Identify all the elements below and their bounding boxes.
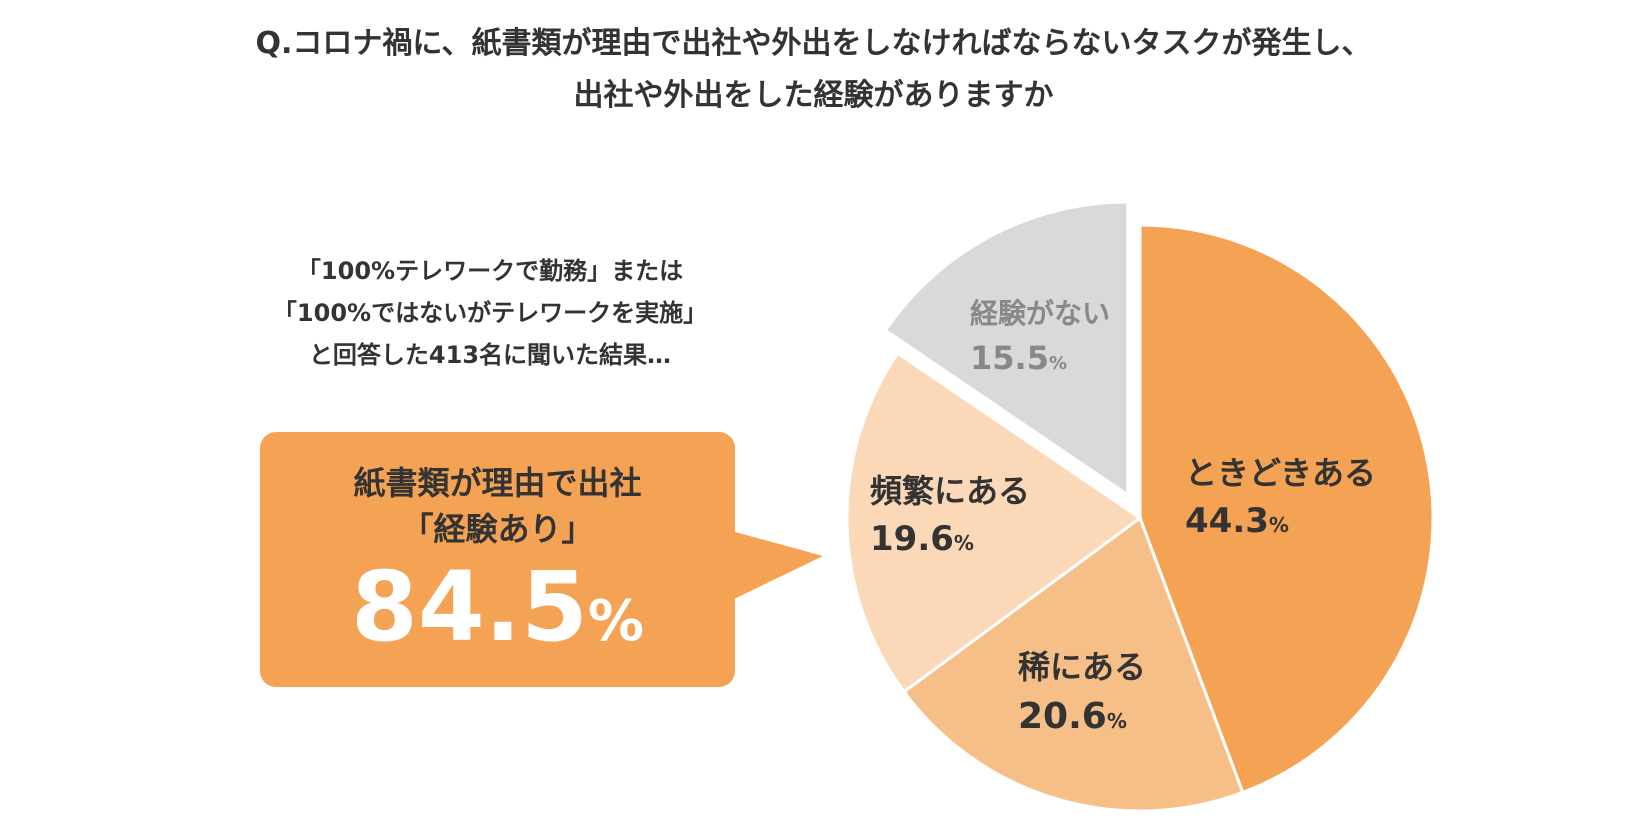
slice-label-1: ときどきある	[1185, 454, 1376, 492]
pie-slice-4	[883, 200, 1130, 498]
slice-unit-4: %	[1049, 353, 1067, 374]
title-line-2: 出社や外出をした経験がありますか	[573, 78, 1054, 113]
chart-title: Q.コロナ禍に、紙書類が理由で出社や外出をしなければならないタスクが発生し、 出…	[0, 18, 1627, 122]
note-line-3: と回答した413名に聞いた結果…	[308, 341, 672, 369]
pie-slice-1	[1138, 223, 1435, 795]
note-line-2: 「100%ではないがテレワークを実施」	[272, 299, 708, 327]
note-line-1: 「100%テレワークで勤務」または	[296, 257, 684, 285]
slice-unit-2: %	[1107, 709, 1127, 733]
callout-unit: %	[587, 589, 644, 654]
pie-slice-3	[845, 351, 1143, 694]
callout-line-1: 紙書類が理由で出社	[353, 464, 642, 502]
title-line-1: Q.コロナ禍に、紙書類が理由で出社や外出をしなければならないタスクが発生し、	[255, 26, 1372, 61]
survey-note: 「100%テレワークで勤務」または 「100%ではないがテレワークを実施」 と回…	[190, 250, 790, 376]
slice-unit-1: %	[1269, 513, 1289, 537]
slice-label-2: 稀にある	[1018, 648, 1146, 686]
slice-label-3: 頻繁にある	[870, 472, 1030, 510]
callout-tail	[728, 530, 823, 602]
pie-slice-2	[901, 515, 1245, 813]
callout-line-2: 「経験あり」	[401, 510, 594, 548]
callout-box: 紙書類が理由で出社 「経験あり」 84.5%	[260, 432, 735, 687]
callout-value: 84.5%	[260, 552, 735, 677]
slice-unit-3: %	[954, 531, 974, 555]
callout-number: 84.5	[351, 551, 588, 663]
slice-label-4: 経験がない	[970, 297, 1110, 330]
